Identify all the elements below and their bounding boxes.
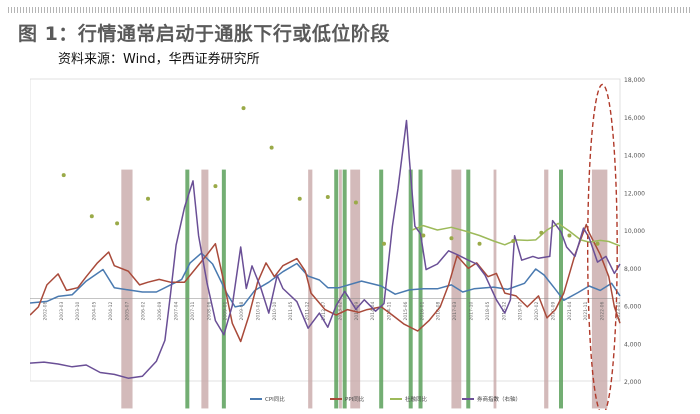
scatter-point [61,173,66,178]
x-tick-label: 2010-10 [272,302,278,321]
scatter-point [269,145,274,150]
shaded-period [451,169,462,409]
x-tick-label: 2022-06 [600,302,606,321]
chart-svg: 4035302520151050-5-10-1518,00016,00014,0… [16,77,645,414]
shaded-period [591,169,608,409]
scatter-point [325,195,330,200]
right-tick-label: 18,000 [624,77,645,84]
right-tick-label: 6,000 [624,304,641,311]
x-tick-label: 2014-11 [387,302,393,321]
x-tick-label: 2002-01 [30,302,32,321]
figure-source: 资料来源：Wind，华西证券研究所 [58,52,260,67]
legend-label: CPI同比 [265,395,285,403]
x-tick-label: 2017-10 [469,302,475,321]
x-tick-label: 2018-05 [485,302,491,321]
scatter-point [297,196,302,201]
x-tick-label: 2016-01 [419,302,425,321]
x-tick-label: 2009-01 [223,302,229,321]
shaded-period [350,169,361,409]
green-marker [466,169,471,409]
right-tick-label: 2,000 [624,379,641,386]
right-tick-label: 14,000 [624,153,645,160]
shaded-period [493,169,497,409]
x-tick-label: 2006-09 [157,302,163,321]
x-tick-label: 2013-09 [354,302,360,321]
scatter-point [115,221,120,226]
x-tick-label: 2021-11 [583,302,589,321]
right-tick-label: 16,000 [624,115,645,122]
scatter-point [146,196,150,201]
header-hatch-bar [8,7,692,13]
figure-title: 图 1：行情通常启动于通胀下行或低位阶段 [18,23,390,45]
series-line [29,119,621,379]
right-tick-label: 8,000 [624,266,641,273]
x-tick-label: 2011-05 [288,302,294,321]
scatter-point [382,241,386,246]
x-tick-label: 2015-06 [403,302,409,321]
shaded-period [544,169,549,409]
scatter-point [511,238,516,243]
scatter-point [353,200,358,205]
green-marker [408,169,413,409]
x-tick-label: 2017-03 [452,302,458,321]
x-tick-label: 2012-07 [321,302,327,321]
right-tick-label: 4,000 [624,341,641,348]
x-tick-label: 2023-01 [616,302,622,321]
right-tick-label: 10,000 [624,228,645,235]
x-tick-label: 2004-12 [108,302,114,321]
series-line [29,223,621,343]
highlight-oval [586,83,618,414]
x-tick-label: 2011-12 [305,302,311,321]
x-tick-label: 2003-10 [75,302,81,321]
scatter-point [213,184,218,189]
x-tick-label: 2007-11 [190,302,196,321]
x-tick-label: 2013-02 [337,302,343,321]
shaded-period [201,169,209,409]
x-tick-label: 2020-02 [534,302,540,321]
legend-label: 券商指数（右轴） [477,395,521,403]
scatter-point [421,233,426,238]
green-marker [342,169,347,409]
x-tick-label: 2021-04 [567,302,573,321]
scatter-point [477,241,482,246]
green-marker [559,169,563,409]
scatter-point [241,106,246,111]
x-tick-label: 2009-08 [239,302,245,321]
x-tick-label: 2004-05 [92,302,98,321]
scatter-point [449,236,454,241]
scatter-point [89,214,94,219]
x-tick-label: 2007-04 [174,302,180,321]
right-tick-label: 12,000 [624,190,645,197]
scatter-point [595,241,600,246]
green-marker [334,169,339,409]
x-tick-label: 2010-03 [255,302,261,321]
x-tick-label: 2005-07 [124,302,130,321]
x-tick-label: 2019-07 [518,302,524,321]
x-tick-label: 2003-03 [59,302,65,321]
x-tick-label: 2008-06 [206,302,212,321]
legend-label: PPI同比 [345,395,365,403]
green-marker [185,169,190,409]
scatter-point [567,233,572,238]
x-tick-label: 2014-04 [370,302,376,321]
chart-container: 4035302520151050-5-10-1518,00016,00014,0… [16,74,670,414]
legend-label: 社融同比 [405,395,428,403]
scatter-point [539,230,544,235]
x-tick-label: 2006-02 [141,302,147,321]
green-marker [379,169,384,409]
series-line [29,252,621,308]
x-tick-label: 2002-08 [42,302,48,321]
x-tick-label: 2016-08 [436,302,442,321]
green-marker [221,169,226,409]
series-line [411,222,621,247]
plot-frame [29,78,621,382]
shaded-period [339,169,342,409]
